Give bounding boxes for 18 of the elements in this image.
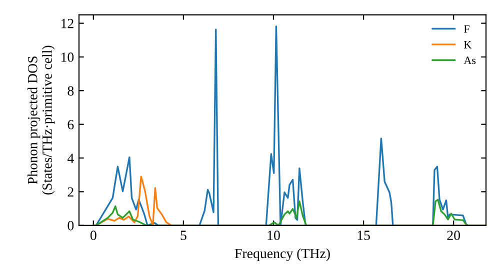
x-axis-title: Frequency (THz) (234, 248, 330, 262)
legend-label: As (464, 56, 476, 64)
x-tick-label: 5 (180, 230, 186, 240)
x-tick-label: 20 (447, 230, 460, 240)
legend-label: K (464, 41, 472, 48)
y-tick-label: 10 (61, 52, 74, 62)
x-tick-label: 10 (268, 230, 280, 240)
y-tick-label: 8 (68, 86, 74, 96)
y-axis-title: Phonon projected DOS (States/THz·primitive cell) (28, 46, 55, 195)
y-tick-label: 0 (68, 220, 74, 230)
y-tick-label: 2 (68, 187, 74, 197)
y-tick-label: 4 (67, 154, 74, 163)
line-series (92, 198, 486, 226)
legend-label: F (464, 25, 470, 33)
x-tick-label: 0 (90, 230, 96, 240)
y-tick-label: 12 (61, 18, 74, 28)
x-tick-label: 15 (358, 230, 370, 240)
y-tick-label: 6 (68, 120, 74, 130)
